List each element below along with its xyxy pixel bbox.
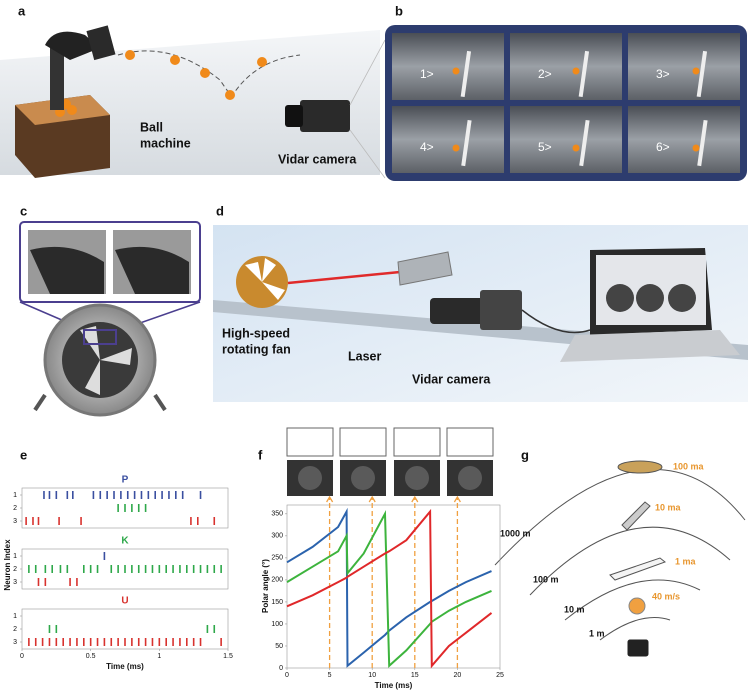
y-tick-label: 2: [13, 505, 17, 512]
x-axis-label: Time (ms): [375, 681, 413, 690]
frame-tile: [392, 106, 504, 173]
label: Ball: [140, 120, 163, 134]
y-tick-label: 50: [275, 643, 283, 650]
speed-label: 40 m/s: [652, 591, 680, 601]
y-tick-label: 1: [13, 613, 17, 620]
panel-label: b: [395, 3, 403, 18]
ball: [573, 145, 580, 152]
panel-label: d: [216, 203, 224, 218]
frame-label: 1>: [420, 67, 434, 81]
frame-label: 2>: [538, 67, 552, 81]
label: Laser: [348, 349, 381, 363]
frame-label: 3>: [656, 67, 670, 81]
y-tick-label: 300: [271, 533, 283, 540]
figure: 1>2>3>4>5>6> a b c d e f g Ball machine …: [0, 0, 750, 694]
x-tick-label: 0: [285, 672, 289, 679]
ball: [453, 145, 460, 152]
ball: [693, 68, 700, 75]
ball: [693, 145, 700, 152]
frame-tile: [628, 33, 740, 100]
y-axis-label: Neuron Index: [3, 539, 12, 591]
y-tick-label: 1: [13, 553, 17, 560]
x-tick-label: 0.5: [86, 653, 96, 660]
y-tick-label: 350: [271, 511, 283, 518]
panel-label: f: [258, 447, 263, 462]
x-tick-label: 5: [328, 672, 332, 679]
panel-b-art: 1> 2> 3> 4> 5> 6>: [385, 25, 747, 181]
speed-label: 10 ma: [655, 502, 682, 512]
y-tick-label: 200: [271, 577, 283, 584]
ball: [573, 68, 580, 75]
y-tick-label: 250: [271, 555, 283, 562]
frame-tile: [510, 33, 622, 100]
y-tick-label: 0: [279, 665, 283, 672]
ball: [453, 68, 460, 75]
distance-label: 1 m: [589, 628, 605, 638]
speed-label: 1 ma: [675, 556, 697, 566]
label: Vidar camera: [278, 152, 357, 166]
frame-label: 5>: [538, 140, 552, 154]
panel-label: a: [18, 3, 26, 18]
y-tick-label: 3: [13, 579, 17, 586]
series-line: [287, 514, 492, 666]
panel-g-art: [495, 461, 745, 656]
frame-label: 6>: [656, 140, 670, 154]
subplot-title: U: [121, 596, 128, 607]
y-tick-label: 3: [13, 518, 17, 525]
distance-label: 1000 m: [500, 528, 531, 538]
distance-label: 100 m: [533, 574, 559, 584]
y-tick-label: 2: [13, 626, 17, 633]
y-tick-label: 1: [13, 492, 17, 499]
frame-tile: [392, 33, 504, 100]
frame-tile: [628, 106, 740, 173]
plot-frame: [287, 505, 500, 668]
y-tick-label: 3: [13, 639, 17, 646]
frame-tile: [510, 106, 622, 173]
label: machine: [140, 136, 191, 150]
x-tick-label: 20: [454, 672, 462, 679]
y-axis-label: Polar angle (°): [261, 559, 270, 613]
y-tick-label: 150: [271, 599, 283, 606]
x-tick-label: 0: [20, 653, 24, 660]
panel-c-art: [20, 222, 200, 415]
speed-label: 100 ma: [673, 461, 705, 471]
label: rotating fan: [222, 342, 291, 356]
x-axis-label: Time (ms): [106, 662, 144, 671]
x-tick-label: 25: [496, 672, 504, 679]
label: High-speed: [222, 326, 290, 340]
label: Vidar camera: [412, 372, 491, 386]
x-tick-label: 1.5: [223, 653, 233, 660]
panel-label: g: [521, 447, 529, 462]
x-tick-label: 15: [411, 672, 419, 679]
subplot-title: K: [121, 536, 129, 547]
panel-f-frames: [287, 428, 493, 496]
frame-label: 4>: [420, 140, 434, 154]
y-tick-label: 100: [271, 621, 283, 628]
distance-label: 10 m: [564, 604, 585, 614]
panel-label: c: [20, 203, 27, 218]
panel-label: e: [20, 447, 27, 462]
x-tick-label: 1: [157, 653, 161, 660]
y-tick-label: 2: [13, 566, 17, 573]
x-tick-label: 10: [368, 672, 376, 679]
subplot-title: P: [122, 475, 129, 486]
